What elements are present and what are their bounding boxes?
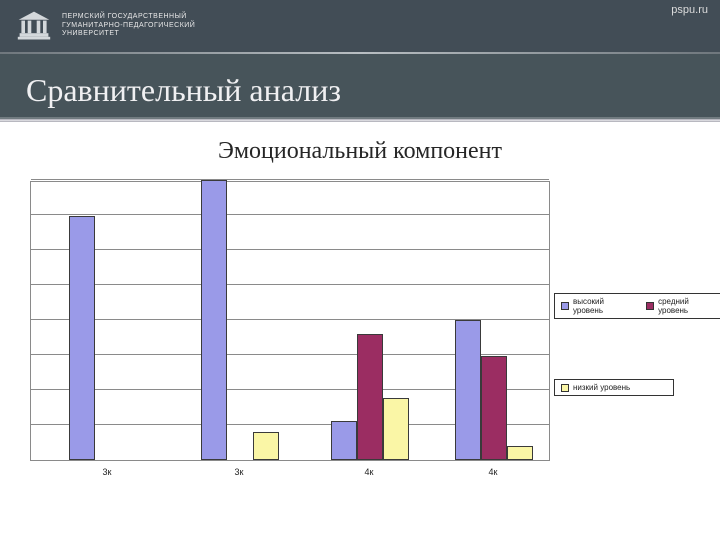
- legend-row: высокий уровень средний уровень: [554, 293, 720, 319]
- header-bar: ПЕРМСКИЙ ГОСУДАРСТВЕННЫЙ ГУМАНИТАРНО-ПЕД…: [0, 0, 720, 52]
- title-band: Сравнительный анализ: [0, 54, 720, 117]
- x-axis-label: 3к: [68, 467, 146, 477]
- bar-group: [201, 180, 279, 460]
- university-name: ПЕРМСКИЙ ГОСУДАРСТВЕННЫЙ ГУМАНИТАРНО-ПЕД…: [62, 13, 195, 39]
- uni-line: УНИВЕРСИТЕТ: [62, 30, 195, 39]
- uni-line: ГУМАНИТАРНО-ПЕДАГОГИЧЕСКИЙ: [62, 22, 195, 31]
- legend-swatch: [646, 302, 654, 310]
- bar-low: [383, 398, 409, 460]
- gridline: [31, 179, 549, 180]
- x-axis-label: 4к: [454, 467, 532, 477]
- plot-area: [30, 181, 550, 461]
- bar-high: [201, 180, 227, 460]
- bar-group: [455, 320, 533, 460]
- bar-high: [69, 216, 95, 460]
- bar-high: [455, 320, 481, 460]
- legend-swatch: [561, 302, 569, 310]
- university-emblem-icon: [16, 8, 52, 44]
- legend-label: средний уровень: [658, 297, 720, 315]
- bar-group: [69, 216, 147, 460]
- logo-block: ПЕРМСКИЙ ГОСУДАРСТВЕННЫЙ ГУМАНИТАРНО-ПЕД…: [16, 8, 195, 44]
- bar-group: [331, 334, 409, 460]
- corner-url: pspu.ru: [671, 4, 708, 16]
- bar-low: [507, 446, 533, 460]
- page-title: Сравнительный анализ: [26, 72, 720, 109]
- bar-low: [253, 432, 279, 460]
- legend-swatch: [561, 384, 569, 392]
- legend-label: высокий уровень: [573, 297, 636, 315]
- bar-mid: [357, 334, 383, 460]
- bar-mid: [481, 356, 507, 460]
- chart: 3к3к4к4квысокий уровеньсредний уровеньни…: [30, 181, 690, 501]
- gridline: [31, 214, 549, 215]
- x-axis-label: 3к: [200, 467, 278, 477]
- bar-high: [331, 421, 357, 460]
- x-axis-label: 4к: [330, 467, 408, 477]
- legend-label: низкий уровень: [573, 383, 630, 392]
- uni-line: ПЕРМСКИЙ ГОСУДАРСТВЕННЫЙ: [62, 13, 195, 22]
- subtitle: Эмоциональный компонент: [0, 122, 720, 175]
- legend-row: низкий уровень: [554, 379, 674, 396]
